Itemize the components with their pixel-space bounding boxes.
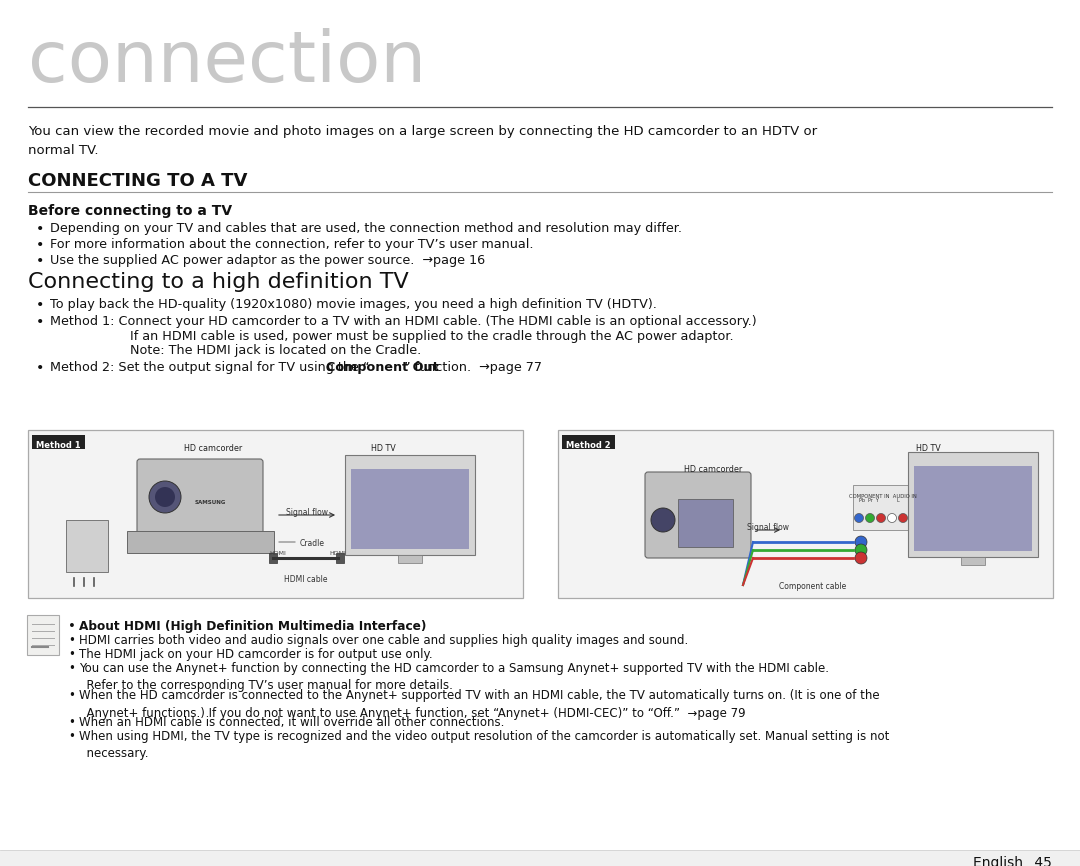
Text: •: • (36, 238, 44, 252)
Text: •: • (68, 662, 75, 675)
Text: •: • (36, 298, 44, 312)
Text: Use the supplied AC power adaptor as the power source.  →page 16: Use the supplied AC power adaptor as the… (50, 254, 485, 267)
Text: Method 1: Connect your HD camcorder to a TV with an HDMI cable. (The HDMI cable : Method 1: Connect your HD camcorder to a… (50, 315, 757, 328)
FancyBboxPatch shape (562, 435, 615, 449)
Text: When using HDMI, the TV type is recognized and the video output resolution of th: When using HDMI, the TV type is recogniz… (79, 730, 889, 760)
Text: You can view the recorded movie and photo images on a large screen by connecting: You can view the recorded movie and phot… (28, 125, 818, 157)
Bar (678, 499, 733, 547)
Text: •: • (36, 361, 44, 375)
Text: For more information about the connection, refer to your TV’s user manual.: For more information about the connectio… (50, 238, 534, 251)
Bar (914, 466, 1032, 551)
Text: L: L (896, 498, 900, 503)
Text: •: • (68, 648, 75, 661)
Text: HD TV: HD TV (916, 444, 941, 453)
Text: •: • (36, 222, 44, 236)
Bar (269, 553, 276, 563)
Text: You can use the Anynet+ function by connecting the HD camcorder to a Samsung Any: You can use the Anynet+ function by conn… (79, 662, 829, 693)
Text: ” function.  →page 77: ” function. →page 77 (404, 361, 542, 374)
Text: Signal flow: Signal flow (286, 508, 328, 517)
Text: COMPONENT IN  AUDIO IN: COMPONENT IN AUDIO IN (849, 494, 917, 499)
Text: SAMSUNG: SAMSUNG (194, 500, 226, 505)
Text: HD TV: HD TV (370, 444, 395, 453)
Text: Cradle: Cradle (300, 539, 325, 548)
Text: •: • (68, 716, 75, 729)
Text: Method 2: Set the output signal for TV using the “: Method 2: Set the output signal for TV u… (50, 361, 369, 374)
Text: Method 1: Method 1 (36, 442, 80, 450)
Text: connection: connection (28, 28, 427, 97)
Text: Connecting to a high definition TV: Connecting to a high definition TV (28, 272, 408, 292)
Text: •: • (68, 620, 76, 633)
FancyBboxPatch shape (31, 435, 84, 449)
Circle shape (854, 514, 864, 522)
Text: Component cable: Component cable (780, 582, 847, 591)
Text: When an HDMI cable is connected, it will override all other connections.: When an HDMI cable is connected, it will… (79, 716, 504, 729)
FancyBboxPatch shape (27, 615, 59, 655)
Text: HDMI: HDMI (270, 551, 286, 556)
FancyBboxPatch shape (645, 472, 751, 558)
Text: Pb  Pr  Y: Pb Pr Y (859, 498, 879, 503)
Text: Signal flow: Signal flow (747, 523, 789, 532)
Circle shape (651, 508, 675, 532)
FancyBboxPatch shape (127, 531, 274, 553)
Bar (336, 553, 345, 563)
Text: HD camcorder: HD camcorder (684, 465, 742, 474)
Bar (853, 485, 913, 530)
Circle shape (855, 552, 867, 564)
Bar (28, 430, 523, 598)
Text: HD camcorder: HD camcorder (184, 444, 242, 453)
Text: •: • (68, 689, 75, 702)
Text: To play back the HD-quality (1920x1080) movie images, you need a high definition: To play back the HD-quality (1920x1080) … (50, 298, 657, 311)
Text: About HDMI (High Definition Multimedia Interface): About HDMI (High Definition Multimedia I… (79, 620, 427, 633)
Text: HDMI cable: HDMI cable (284, 575, 327, 584)
Text: When the HD camcorder is connected to the Anynet+ supported TV with an HDMI cabl: When the HD camcorder is connected to th… (79, 689, 879, 720)
Circle shape (149, 481, 181, 513)
Circle shape (899, 514, 907, 522)
Bar (399, 555, 422, 563)
Circle shape (855, 536, 867, 548)
Circle shape (888, 514, 896, 522)
Circle shape (865, 514, 875, 522)
Text: HDMI carries both video and audio signals over one cable and supplies high quali: HDMI carries both video and audio signal… (79, 634, 688, 647)
Bar (66, 520, 108, 572)
Text: English _45: English _45 (973, 856, 1052, 866)
Bar (558, 430, 1053, 598)
Text: Depending on your TV and cables that are used, the connection method and resolut: Depending on your TV and cables that are… (50, 222, 681, 235)
Bar (0, 850, 1080, 866)
Bar (908, 452, 1038, 557)
Text: CONNECTING TO A TV: CONNECTING TO A TV (28, 172, 247, 190)
Text: HDMI: HDMI (329, 551, 347, 556)
Text: •: • (36, 254, 44, 268)
Text: If an HDMI cable is used, power must be supplied to the cradle through the AC po: If an HDMI cable is used, power must be … (130, 330, 733, 343)
Text: •: • (68, 730, 75, 743)
Text: Note: The HDMI jack is located on the Cradle.: Note: The HDMI jack is located on the Cr… (130, 344, 421, 357)
Text: Method 2: Method 2 (566, 442, 610, 450)
FancyBboxPatch shape (137, 459, 264, 535)
Text: •: • (68, 634, 75, 647)
Text: •: • (36, 315, 44, 329)
Bar (961, 557, 985, 565)
Text: Component Out: Component Out (326, 361, 438, 374)
Circle shape (855, 544, 867, 556)
Bar (351, 469, 469, 549)
Bar (345, 455, 475, 555)
Circle shape (156, 487, 175, 507)
Text: Before connecting to a TV: Before connecting to a TV (28, 204, 232, 218)
Circle shape (877, 514, 886, 522)
Text: The HDMI jack on your HD camcorder is for output use only.: The HDMI jack on your HD camcorder is fo… (79, 648, 433, 661)
